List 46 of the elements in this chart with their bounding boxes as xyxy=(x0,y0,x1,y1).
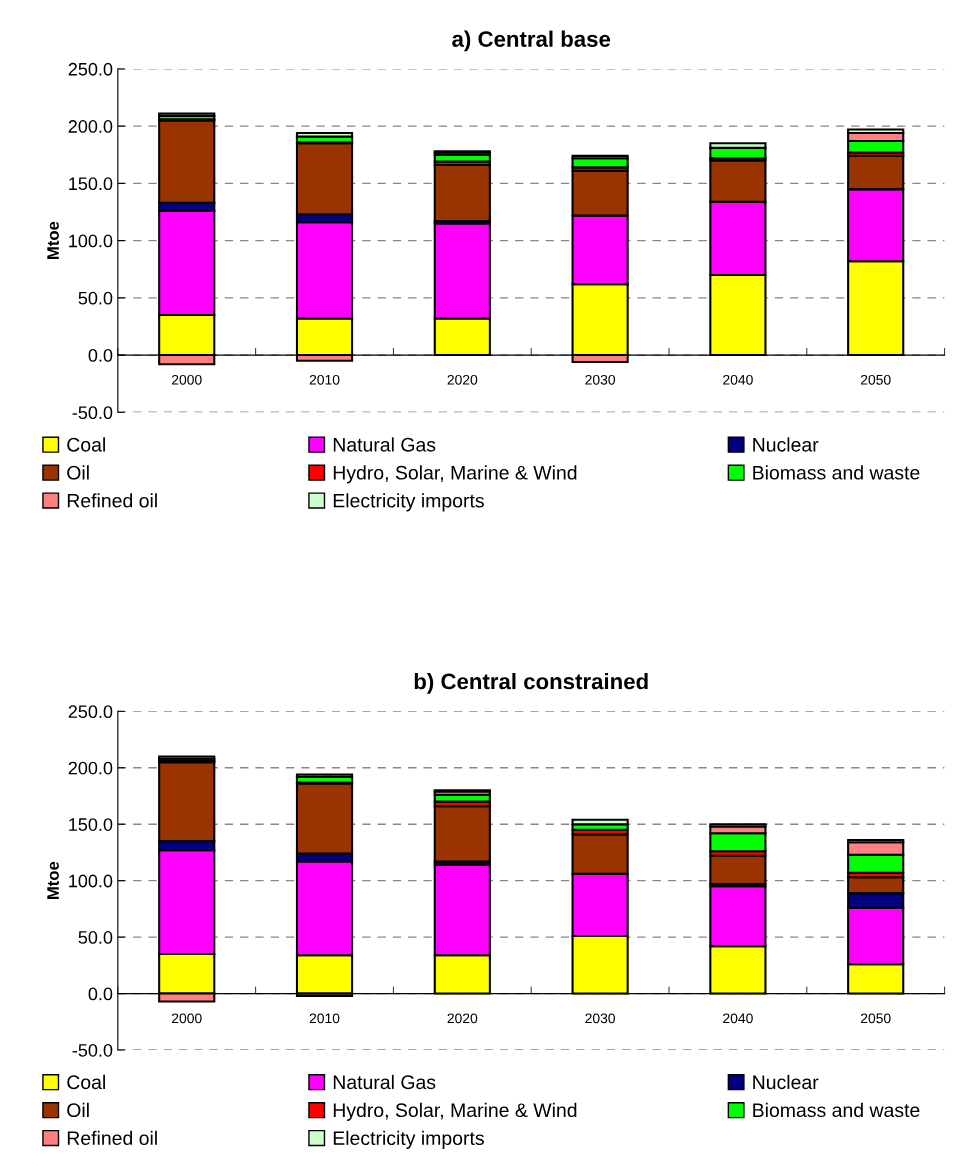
legend-label: Coal xyxy=(67,1074,105,1090)
x-tick-label: 2010 xyxy=(309,374,340,385)
y-tick-label: 100.0 xyxy=(69,234,113,248)
legend-label: Electricity imports xyxy=(333,493,484,512)
legend-label: Refined oil xyxy=(67,493,157,508)
legend-label: Oil xyxy=(67,1102,89,1118)
y-tick-label: -50.0 xyxy=(72,1043,113,1057)
x-tick-label: 2010 xyxy=(309,1013,340,1024)
y-tick-label: 200.0 xyxy=(68,761,113,775)
y-tick-label: 50.0 xyxy=(78,291,113,305)
chart-title: b) Central constrained xyxy=(414,672,648,694)
legend-label: Refined oil xyxy=(67,1130,157,1146)
x-tick-label: 2020 xyxy=(447,374,478,385)
legend-label: Nuclear xyxy=(753,437,819,452)
y-tick-label: 250.0 xyxy=(68,705,113,719)
legend-label: Hydro, Solar, Marine & Wind xyxy=(333,465,577,484)
y-tick-label: 0.0 xyxy=(88,987,113,1001)
x-tick-label: 2050 xyxy=(860,1013,891,1024)
x-tick-label: 2000 xyxy=(171,374,202,385)
legend-label: Oil xyxy=(67,465,89,480)
y-tick-label: 100.0 xyxy=(69,874,113,888)
legend-label: Hydro, Solar, Marine & Wind xyxy=(333,1102,577,1121)
legend-label: Electricity imports xyxy=(333,1130,484,1149)
legend-label: Natural Gas xyxy=(333,437,436,452)
x-tick-label: 2040 xyxy=(723,374,753,385)
legend-label: Coal xyxy=(67,437,105,452)
x-tick-label: 2030 xyxy=(585,374,616,385)
y-tick-label: 250.0 xyxy=(68,62,113,76)
x-tick-label: 2030 xyxy=(585,1013,616,1024)
legend-label: Biomass and waste xyxy=(753,465,920,480)
y-tick-label: 0.0 xyxy=(88,349,113,362)
y-tick-label: -50.0 xyxy=(72,406,113,420)
x-tick-label: 2040 xyxy=(723,1013,753,1024)
y-tick-label: 150.0 xyxy=(69,177,113,191)
y-tick-label: 50.0 xyxy=(78,931,113,944)
x-tick-label: 2000 xyxy=(171,1013,202,1024)
x-tick-label: 2020 xyxy=(447,1013,478,1024)
y-tick-label: 200.0 xyxy=(68,120,113,133)
legend-label: Nuclear xyxy=(753,1074,819,1090)
legend-label: Biomass and waste xyxy=(753,1102,920,1118)
y-tick-label: 150.0 xyxy=(69,818,113,831)
legend-label: Natural Gas xyxy=(333,1074,436,1090)
x-tick-label: 2050 xyxy=(860,374,891,385)
y-axis-title: Mtoe xyxy=(47,221,59,259)
y-axis-title: Mtoe xyxy=(47,861,59,899)
chart-title: a) Central base xyxy=(452,30,611,52)
